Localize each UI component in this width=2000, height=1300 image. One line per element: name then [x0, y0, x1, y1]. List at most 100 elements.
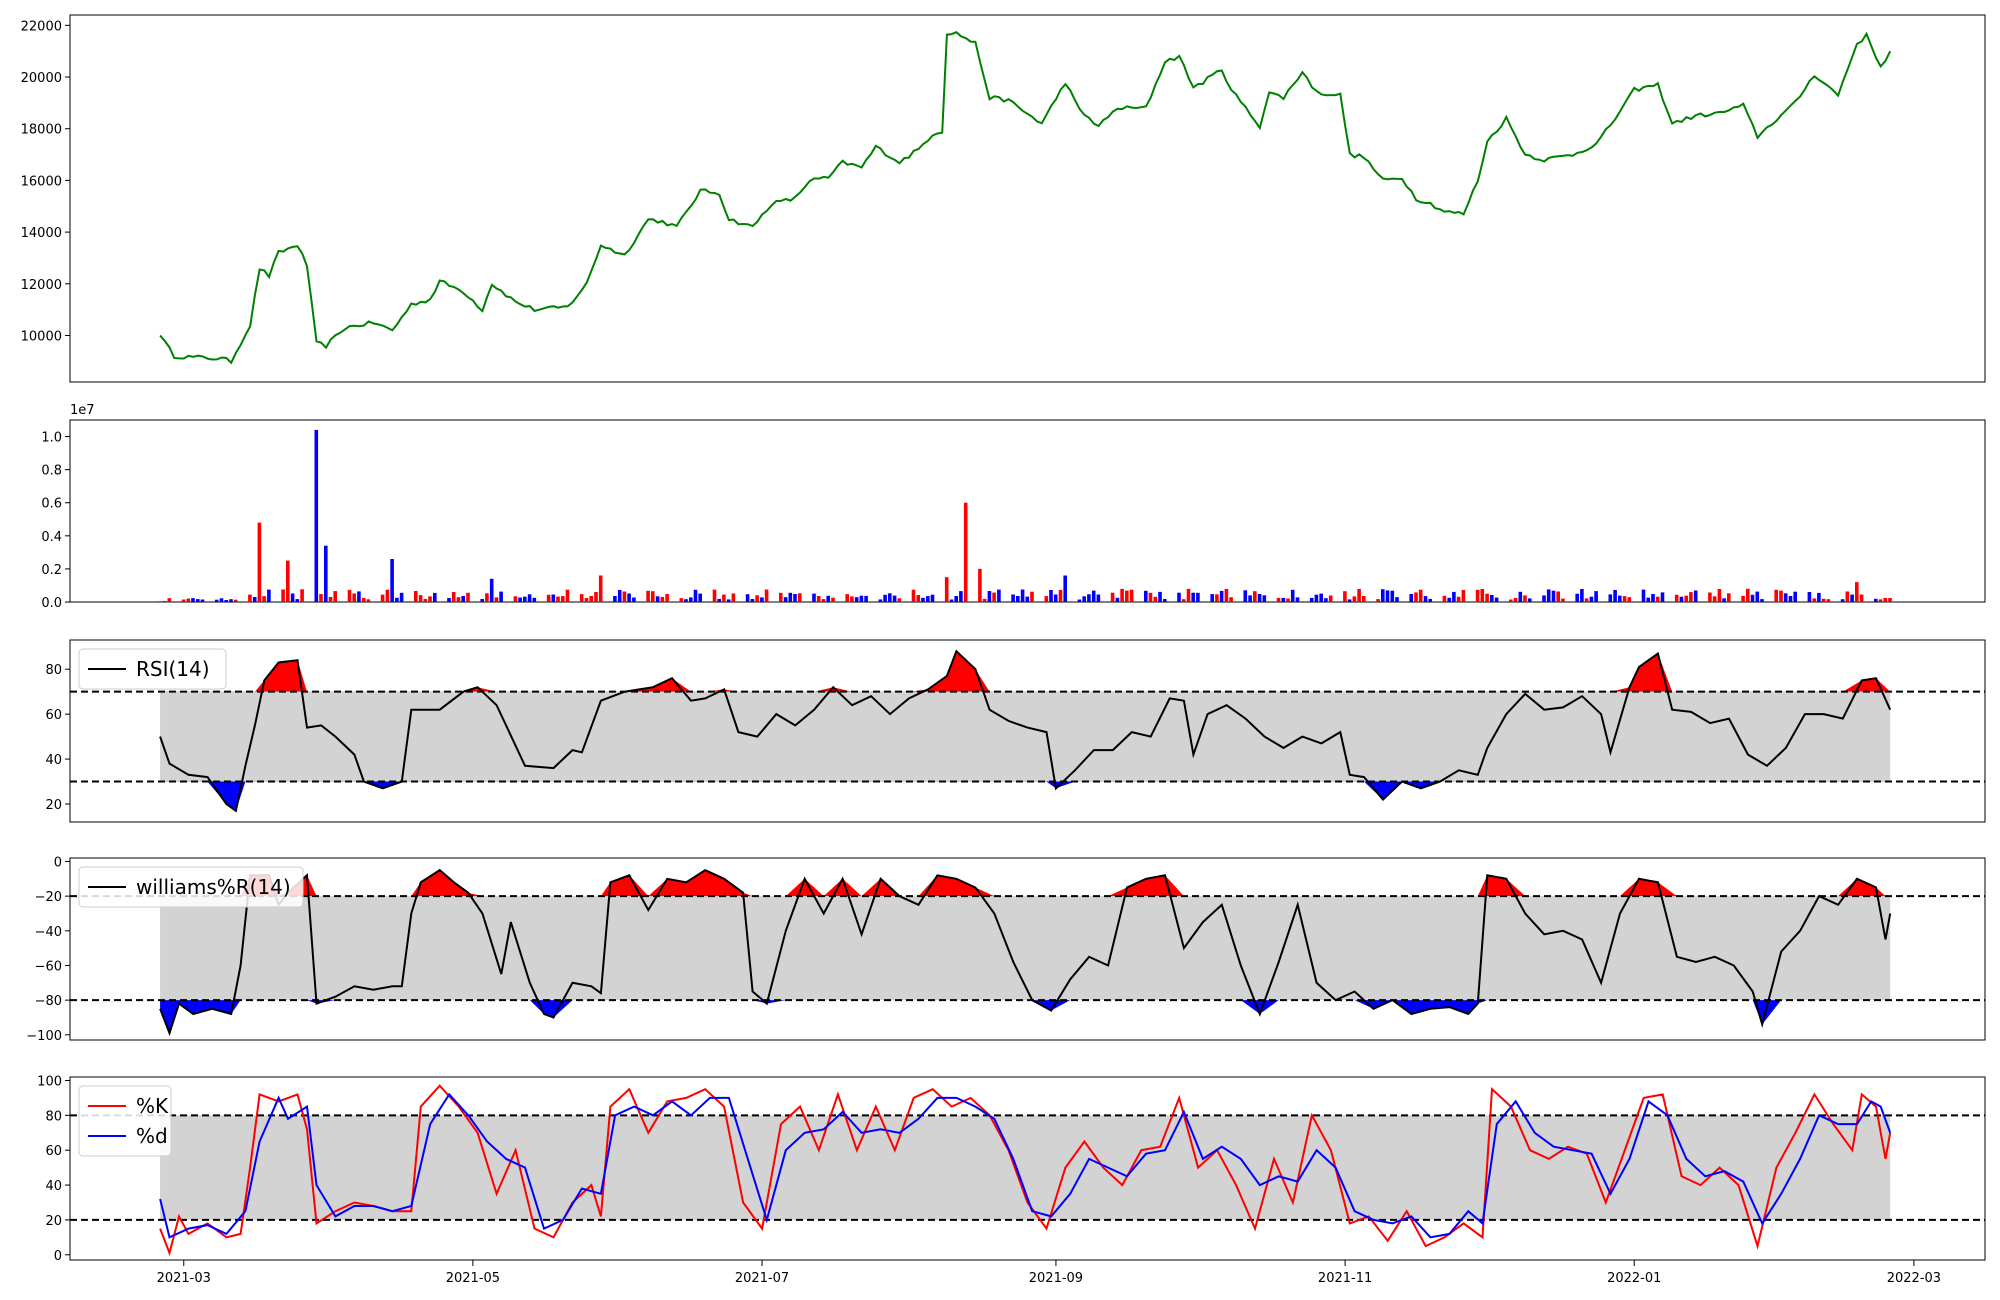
y-tick-label: 80: [45, 663, 62, 678]
volume-bar: [1020, 589, 1025, 602]
williams-oversold-fill: [160, 1000, 1891, 1034]
volume-bar: [1352, 596, 1357, 602]
price-line: [159, 31, 1892, 365]
volume-bar: [1357, 589, 1361, 602]
volume-bar: [1053, 594, 1058, 602]
volume-bar: [1381, 589, 1385, 602]
volume-bar: [395, 597, 399, 602]
volume-bar: [1689, 592, 1693, 602]
stochastic-panel: 0 20 40 60 80 100 %K %d: [37, 1074, 1986, 1264]
volume-bar: [764, 589, 769, 602]
volume-bar: [1528, 598, 1532, 602]
volume-bar: [1589, 596, 1594, 602]
volume-bar: [1641, 589, 1646, 602]
stochastic-axes-frame: [69, 1076, 1986, 1261]
volume-bar: [845, 594, 849, 602]
volume-bar: [655, 596, 660, 602]
volume-bar: [1309, 597, 1314, 602]
volume-bar: [1286, 598, 1290, 602]
volume-bar: [1490, 595, 1494, 602]
volume-bar: [1480, 589, 1485, 602]
volume-bar: [1077, 599, 1082, 602]
x-tick-label: 2021-09: [1029, 1271, 1083, 1286]
volume-bar: [750, 599, 755, 602]
volume-bar: [1215, 594, 1219, 602]
volume-bar: [1627, 597, 1632, 602]
volume-bar: [357, 591, 361, 602]
volume-bar: [1584, 598, 1589, 602]
volume-bar: [485, 593, 489, 602]
volume-bar: [812, 593, 816, 602]
volume-bar: [712, 589, 717, 602]
volume-bar: [892, 595, 897, 602]
volume-bar: [783, 597, 788, 602]
volume-bar: [788, 592, 793, 602]
williams-axes-frame: [69, 857, 1986, 1041]
volume-bar: [399, 592, 404, 602]
volume-bar: [760, 597, 764, 602]
volume-bar: [579, 594, 584, 602]
volume-bar: [1153, 596, 1158, 602]
volume-bar: [1181, 599, 1186, 602]
volume-bar: [1044, 596, 1049, 602]
d-line: [159, 1092, 1892, 1239]
volume-bar: [1385, 590, 1390, 602]
volume-bar: [1575, 593, 1579, 602]
y-tick-label: 10000: [21, 329, 62, 344]
x-tick-label: 2021-11: [1318, 1271, 1372, 1286]
volume-bar: [1513, 597, 1518, 602]
volume-bar: [1177, 592, 1181, 602]
k-line: [159, 1084, 1892, 1257]
volume-bar: [831, 597, 835, 602]
volume-bar: [546, 594, 551, 602]
volume-bar: [679, 598, 684, 602]
y-tick-label: 20000: [21, 71, 62, 86]
volume-bar: [1087, 594, 1091, 602]
volume-bar: [565, 589, 570, 602]
volume-bar: [499, 591, 503, 602]
volume-bar: [1855, 582, 1859, 602]
volume-bar: [1608, 594, 1613, 602]
x-tick-label: 2022-03: [1887, 1271, 1941, 1286]
volume-bar: [433, 592, 437, 602]
volume-bar: [1717, 589, 1722, 602]
volume-bar: [1613, 590, 1617, 602]
volume-bar: [1442, 595, 1447, 602]
volume-bar: [622, 591, 627, 602]
volume-bar: [1622, 596, 1627, 602]
y-tick-label: 0.4: [41, 530, 62, 545]
volume-bar: [1063, 575, 1067, 602]
volume-bar: [992, 592, 996, 602]
volume-bar: [930, 594, 935, 602]
volume-bar: [523, 596, 527, 602]
volume-bar: [1793, 591, 1797, 602]
volume-bar: [1546, 589, 1551, 602]
volume-bar: [1295, 597, 1300, 602]
volume-bar: [1362, 596, 1366, 602]
y-tick-label: 18000: [21, 123, 62, 138]
williams-line: [159, 868, 1892, 1037]
legend-label: %d: [136, 1124, 168, 1148]
y-tick-label: 12000: [21, 278, 62, 293]
legend-box: [78, 866, 304, 908]
volume-bar: [1016, 596, 1020, 602]
volume-bar: [1494, 597, 1499, 602]
volume-bar: [963, 502, 968, 602]
volume-bar: [466, 592, 470, 602]
volume-bar: [1878, 599, 1883, 602]
volume-axes-frame: [69, 419, 1986, 603]
volume-bar: [693, 589, 698, 602]
volume-bar: [1646, 597, 1651, 602]
y-tick-label: 0.8: [41, 464, 62, 479]
volume-bar: [551, 594, 556, 602]
volume-bar: [1414, 592, 1418, 602]
y-tick-label: 60: [45, 708, 62, 723]
volume-bar: [717, 598, 721, 602]
volume-bar: [584, 598, 589, 602]
x-tick-label: 2021-07: [735, 1271, 789, 1286]
volume-bar: [1485, 593, 1489, 602]
volume-bar: [1651, 594, 1655, 602]
stochastic-band: [160, 1115, 1891, 1220]
volume-bar: [518, 597, 522, 602]
